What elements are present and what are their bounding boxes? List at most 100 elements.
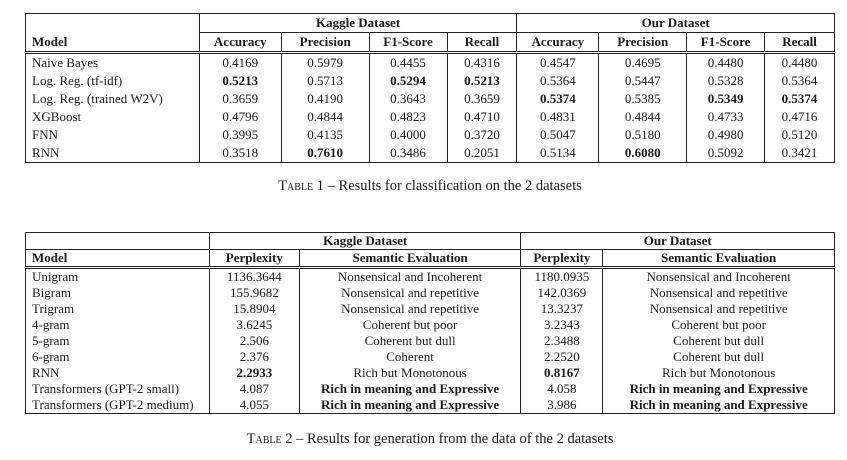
value-cell: 3.6245	[208, 317, 300, 333]
value-cell: 4.055	[208, 397, 300, 414]
value-cell: 0.5374	[764, 90, 835, 108]
model-cell: Transformers (GPT-2 medium)	[25, 397, 210, 414]
value-cell: 0.4710	[446, 108, 518, 126]
table-row: Unigram 1136.3644 Nonsensical and Incohere…	[25, 267, 835, 285]
value-cell: 142.0369	[520, 285, 604, 301]
column-header: Recall	[764, 32, 835, 54]
value-cell: 0.5213	[198, 72, 282, 90]
value-cell: 0.5713	[280, 72, 370, 90]
value-cell: 1136.3644	[208, 267, 300, 285]
value-cell: 0.4547	[516, 52, 600, 72]
value-cell: 3.2343	[520, 317, 604, 333]
column-header: Precision	[280, 32, 370, 54]
value-cell: 0.4844	[280, 108, 370, 126]
value-cell: 2.376	[208, 349, 300, 365]
table-row: Log. Reg. (tf-idf) 0.5213 0.5713 0.5294 0.52…	[25, 72, 835, 90]
value-cell: 0.5180	[598, 126, 688, 144]
generation-table-figure: Kaggle Dataset Our Dataset Model Perplexity…	[0, 232, 847, 448]
value-cell: 2.2933	[208, 365, 300, 381]
table-row: 5-gram 2.506 Coherent but dull 2.3488 Cohere…	[25, 333, 835, 349]
column-header: Accuracy	[198, 32, 282, 54]
value-cell: 0.5092	[686, 144, 766, 163]
value-cell: 0.4733	[686, 108, 766, 126]
value-cell: Rich but Monotonous	[602, 365, 835, 381]
value-cell: Nonsensical and Incoherent	[602, 267, 835, 285]
value-cell: Nonsensical and Incoherent	[298, 267, 522, 285]
value-cell: Nonsensical and repetitive	[602, 285, 835, 301]
value-cell: 2.506	[208, 333, 300, 349]
value-cell: 0.5328	[686, 72, 766, 90]
dataset-group-header: Our Dataset	[516, 13, 835, 33]
document-page: Model Kaggle Dataset Our Dataset Accuracy Pr…	[0, 13, 847, 448]
value-cell: 15.8904	[208, 301, 300, 317]
value-cell: Rich in meaning and Expressive	[298, 397, 522, 414]
table-row: 4-gram 3.6245 Coherent but poor 3.2343 Coher…	[25, 317, 835, 333]
value-cell: 0.5979	[280, 52, 370, 72]
value-cell: 0.5364	[516, 72, 600, 90]
caption-text: – Results for generation from the data o…	[296, 431, 614, 447]
model-column-header: Model	[25, 13, 200, 54]
value-cell: 0.2051	[446, 144, 518, 163]
model-cell: 6-gram	[25, 349, 210, 365]
value-cell: 4.058	[520, 381, 604, 397]
model-cell: RNN	[25, 365, 210, 381]
model-cell: Bigram	[25, 285, 210, 301]
value-cell: 0.5213	[446, 72, 518, 90]
column-header: F1-Score	[368, 32, 448, 54]
value-cell: 0.4480	[686, 52, 766, 72]
column-header: F1-Score	[686, 32, 766, 54]
column-header: Precision	[598, 32, 688, 54]
value-cell: 1180.0935	[520, 267, 604, 285]
value-cell: Coherent but dull	[298, 333, 522, 349]
model-cell: Naive Bayes	[25, 52, 200, 72]
value-cell: 2.2520	[520, 349, 604, 365]
table-row: XGBoost 0.4796 0.4844 0.4823 0.4710 0.4831 0.4…	[25, 108, 835, 126]
value-cell: Nonsensical and repetitive	[602, 301, 835, 317]
caption-text: – Results for classification on the 2 da…	[327, 178, 582, 194]
value-cell: 0.5047	[516, 126, 600, 144]
value-cell: 0.4169	[198, 52, 282, 72]
classification-results-table: Model Kaggle Dataset Our Dataset Accuracy Pr…	[25, 13, 835, 163]
model-cell: 4-gram	[25, 317, 210, 333]
column-header: Accuracy	[516, 32, 600, 54]
model-cell: Log. Reg. (trained W2V)	[25, 90, 200, 108]
table-row: Log. Reg. (trained W2V) 0.3659 0.4190 0.364…	[25, 90, 835, 108]
value-cell: Rich in meaning and Expressive	[298, 381, 522, 397]
column-header: Perplexity	[520, 249, 604, 269]
generation-results-table: Kaggle Dataset Our Dataset Model Perplexity…	[25, 232, 835, 414]
value-cell: 13.3237	[520, 301, 604, 317]
value-cell: Rich in meaning and Expressive	[602, 381, 835, 397]
model-column-header: Model	[25, 249, 210, 269]
value-cell: 0.3659	[446, 90, 518, 108]
value-cell: 0.5385	[598, 90, 688, 108]
model-cell: 5-gram	[25, 333, 210, 349]
caption-label: Table 1	[278, 178, 325, 194]
value-cell: 0.3995	[198, 126, 282, 144]
value-cell: Nonsensical and repetitive	[298, 285, 522, 301]
value-cell: 0.4000	[368, 126, 448, 144]
column-header: Semantic Evaluation	[602, 249, 835, 269]
value-cell: 0.5364	[764, 72, 835, 90]
value-cell: 0.4480	[764, 52, 835, 72]
value-cell: 0.5374	[516, 90, 600, 108]
table-row: 6-gram 2.376 Coherent 2.2520 Coherent but du…	[25, 349, 835, 365]
table-row: Transformers (GPT-2 medium) 4.055 Rich in …	[25, 397, 835, 414]
table-1-caption: Table 1 – Results for classification on …	[25, 178, 835, 195]
value-cell: 0.4695	[598, 52, 688, 72]
value-cell: 0.5134	[516, 144, 600, 163]
table-row: Transformers (GPT-2 small) 4.087 Rich in m…	[25, 381, 835, 397]
value-cell: Coherent but dull	[602, 333, 835, 349]
value-cell: 0.8167	[520, 365, 604, 381]
value-cell: 0.5447	[598, 72, 688, 90]
model-cell: Trigram	[25, 301, 210, 317]
classification-table-figure: Model Kaggle Dataset Our Dataset Accuracy Pr…	[0, 13, 847, 195]
value-cell: 0.4190	[280, 90, 370, 108]
table-row: FNN 0.3995 0.4135 0.4000 0.3720 0.5047 0.5180 0…	[25, 126, 835, 144]
value-cell: 0.3421	[764, 144, 835, 163]
table-row: Naive Bayes 0.4169 0.5979 0.4455 0.4316 0.454…	[25, 52, 835, 72]
table-2-caption: Table 2 – Results for generation from th…	[25, 431, 835, 448]
value-cell: 155.9682	[208, 285, 300, 301]
column-header: Recall	[446, 32, 518, 54]
value-cell: 0.4316	[446, 52, 518, 72]
value-cell: 0.3486	[368, 144, 448, 163]
